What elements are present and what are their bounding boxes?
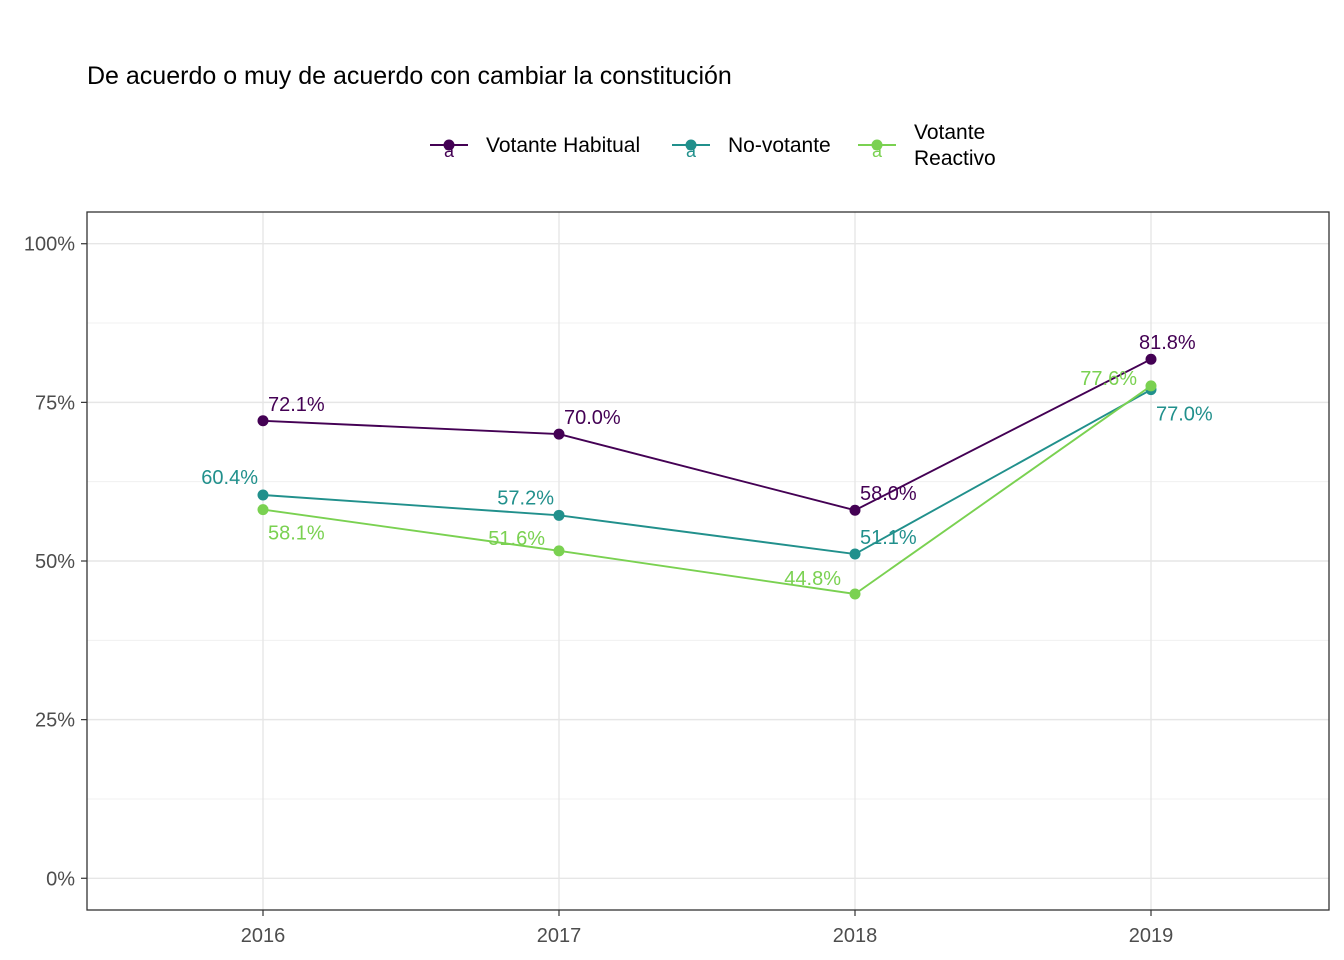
data-point xyxy=(849,548,861,560)
legend-key-point xyxy=(871,139,883,151)
legend-item: a Votante Habitual xyxy=(430,134,640,161)
data-label: 70.0% xyxy=(564,407,621,429)
x-tick-label: 2016 xyxy=(241,925,286,947)
data-point xyxy=(553,545,565,557)
data-label: 51.6% xyxy=(488,528,545,550)
y-tick-label: 100% xyxy=(24,234,75,256)
data-label: 51.1% xyxy=(860,527,917,549)
series-group xyxy=(257,380,1157,600)
data-label: 72.1% xyxy=(268,394,325,416)
x-tick-label: 2019 xyxy=(1129,925,1174,947)
data-point xyxy=(1145,353,1157,365)
data-label: 77.6% xyxy=(1080,368,1137,390)
data-point xyxy=(257,489,269,501)
legend-label: Votante Habitual xyxy=(486,134,640,157)
grid-lines xyxy=(87,212,1329,910)
series-group xyxy=(257,353,1157,516)
data-label: 77.0% xyxy=(1156,404,1213,426)
y-tick-label: 0% xyxy=(46,868,75,890)
legend-key-text-glyph: a xyxy=(686,141,697,161)
data-label: 44.8% xyxy=(784,568,841,590)
data-label: 60.4% xyxy=(201,467,258,489)
legend-label: Reactivo xyxy=(914,147,996,170)
y-axis: 0% 25% 50% 75% 100% xyxy=(24,234,87,890)
legend-item: a Votante Reactivo xyxy=(858,121,996,170)
x-tick-label: 2017 xyxy=(537,925,582,947)
series-line xyxy=(262,385,1152,595)
chart-title: De acuerdo o muy de acuerdo con cambiar … xyxy=(87,62,732,90)
data-label: 58.0% xyxy=(860,483,917,505)
data-label: 57.2% xyxy=(497,487,554,509)
y-tick-label: 75% xyxy=(35,392,75,414)
series-line xyxy=(262,388,1152,556)
data-label: 81.8% xyxy=(1139,332,1196,354)
legend-key-point xyxy=(685,139,697,151)
legend-item: a No-votante xyxy=(672,134,831,161)
legend: a Votante Habitual a No-votante a Votante Reac… xyxy=(430,121,996,170)
data-point xyxy=(553,509,565,521)
legend-key-text-glyph: a xyxy=(444,141,455,161)
plot-panel: 72.1% 70.0% 58.0% 81.8% 60.4% 57.2% 51.1% 77.0%… xyxy=(86,211,1330,911)
legend-label: No-votante xyxy=(728,134,831,157)
y-tick-label: 50% xyxy=(35,551,75,573)
data-point xyxy=(553,428,565,440)
data-point xyxy=(1145,380,1157,392)
data-point xyxy=(257,504,269,516)
y-tick-label: 25% xyxy=(35,710,75,732)
legend-key-point xyxy=(443,139,455,151)
series-line xyxy=(262,358,1152,512)
data-point xyxy=(257,415,269,427)
series-layer xyxy=(257,353,1157,600)
data-point xyxy=(849,504,861,516)
data-label: 58.1% xyxy=(268,523,325,545)
data-labels-layer: 72.1% 70.0% 58.0% 81.8% 60.4% 57.2% 51.1% 77.0%… xyxy=(201,332,1213,590)
legend-label: Votante xyxy=(914,121,985,144)
x-tick-label: 2018 xyxy=(833,925,878,947)
data-point xyxy=(849,588,861,600)
legend-key-text-glyph: a xyxy=(872,141,883,161)
x-axis: 2016 2017 2018 2019 xyxy=(241,910,1174,947)
